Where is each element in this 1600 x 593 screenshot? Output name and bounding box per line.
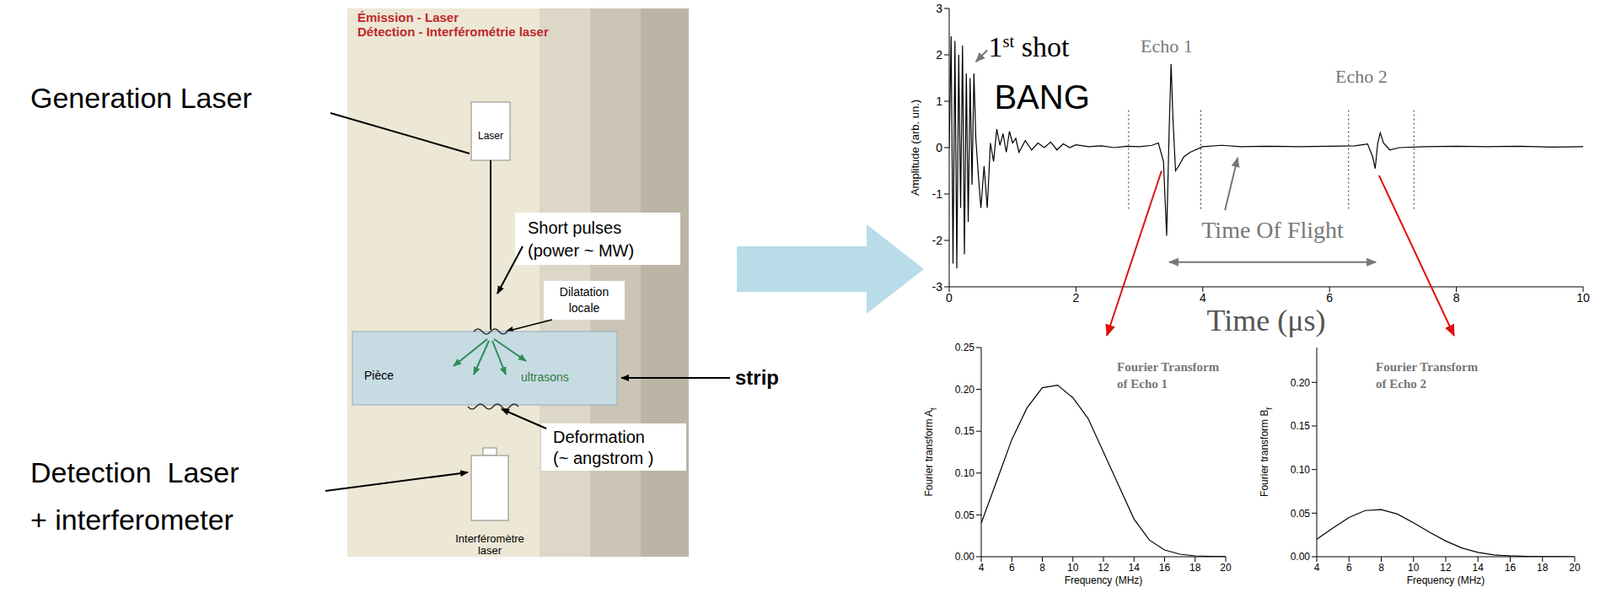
svg-text:Pièce: Pièce: [364, 368, 394, 382]
svg-text:Time Of Flight: Time Of Flight: [1201, 216, 1344, 243]
svg-text:Émission - Laser: Émission - Laser: [357, 10, 459, 25]
svg-text:0.15: 0.15: [1290, 419, 1311, 432]
svg-text:12: 12: [1439, 561, 1452, 574]
svg-text:0.15: 0.15: [955, 424, 976, 437]
svg-text:Echo 2: Echo 2: [1335, 65, 1388, 87]
svg-text:Frequency (MHz): Frequency (MHz): [1406, 574, 1486, 586]
svg-text:locale: locale: [569, 300, 601, 315]
svg-text:14: 14: [1128, 561, 1141, 574]
svg-text:(power ~ MW): (power ~ MW): [527, 241, 634, 260]
svg-text:16: 16: [1504, 561, 1517, 574]
svg-text:Frequency (MHz): Frequency (MHz): [1064, 574, 1144, 586]
svg-text:10: 10: [1067, 561, 1080, 574]
svg-text:-2: -2: [932, 233, 944, 247]
svg-text:8: 8: [1039, 561, 1046, 574]
svg-text:Time (μs): Time (μs): [1207, 303, 1327, 338]
svg-text:ultrasons: ultrasons: [520, 370, 570, 384]
svg-text:(~ angstrom ): (~ angstrom ): [553, 448, 654, 468]
svg-text:0.25: 0.25: [955, 341, 976, 354]
svg-text:Amplitude (arb. un.): Amplitude (arb. un.): [908, 99, 922, 196]
svg-text:4: 4: [1199, 290, 1207, 305]
svg-text:Fourier Transform: Fourier Transform: [1375, 359, 1479, 374]
svg-text:0.10: 0.10: [1290, 463, 1311, 476]
svg-text:3: 3: [935, 1, 943, 16]
svg-text:of Echo 1: of Echo 1: [1116, 376, 1168, 391]
svg-text:-1: -1: [932, 187, 944, 201]
svg-text:0.05: 0.05: [1290, 507, 1311, 520]
svg-text:Fourier Transform: Fourier Transform: [1116, 359, 1220, 374]
svg-text:0.20: 0.20: [955, 383, 976, 396]
svg-text:Echo 1: Echo 1: [1140, 35, 1193, 57]
svg-text:18: 18: [1189, 561, 1202, 574]
svg-text:0.20: 0.20: [1290, 376, 1311, 389]
svg-text:2: 2: [1073, 290, 1080, 305]
svg-text:8: 8: [1453, 290, 1461, 305]
svg-text:1: 1: [935, 94, 943, 108]
svg-text:Fourier transform Bf: Fourier transform Bf: [1258, 407, 1274, 497]
svg-text:6: 6: [1346, 561, 1353, 574]
svg-text:0: 0: [935, 140, 943, 155]
svg-text:Détection - Interférométrie la: Détection - Interférométrie laser: [357, 24, 549, 39]
svg-text:0.05: 0.05: [955, 509, 976, 521]
svg-text:0.00: 0.00: [1290, 550, 1311, 563]
svg-text:Detection Laser: Detection Laser: [30, 456, 240, 489]
svg-text:4: 4: [978, 561, 985, 574]
svg-text:-3: -3: [932, 279, 944, 294]
svg-text:Fourier transform Af: Fourier transform Af: [923, 407, 939, 497]
svg-text:10: 10: [1407, 561, 1420, 574]
svg-text:Deformation: Deformation: [553, 427, 645, 446]
svg-text:0.10: 0.10: [955, 467, 976, 479]
svg-text:Short pulses: Short pulses: [527, 218, 622, 237]
svg-text:1st shot: 1st shot: [988, 31, 1070, 63]
svg-text:18: 18: [1536, 561, 1549, 574]
svg-text:0.00: 0.00: [955, 550, 976, 563]
svg-text:16: 16: [1159, 561, 1171, 574]
svg-text:0: 0: [945, 290, 953, 305]
svg-text:8: 8: [1378, 561, 1385, 574]
svg-text:Interféromètre: Interféromètre: [455, 531, 525, 545]
svg-text:4: 4: [1314, 561, 1321, 574]
svg-text:12: 12: [1097, 561, 1110, 574]
svg-text:Dilatation: Dilatation: [559, 284, 609, 299]
svg-text:20: 20: [1219, 561, 1232, 574]
svg-text:6: 6: [1009, 561, 1015, 574]
svg-text:Laser: Laser: [477, 129, 504, 142]
svg-text:BANG: BANG: [993, 78, 1090, 116]
svg-text:Generation Laser: Generation Laser: [30, 81, 253, 114]
svg-text:strip: strip: [735, 365, 779, 389]
svg-text:10: 10: [1576, 290, 1590, 305]
svg-text:+ interferometer: + interferometer: [30, 503, 234, 536]
svg-text:20: 20: [1568, 561, 1581, 574]
svg-text:of Echo 2: of Echo 2: [1375, 376, 1427, 391]
svg-text:6: 6: [1326, 290, 1333, 305]
svg-text:14: 14: [1472, 561, 1485, 574]
svg-text:laser: laser: [477, 543, 503, 557]
svg-text:2: 2: [935, 48, 943, 62]
